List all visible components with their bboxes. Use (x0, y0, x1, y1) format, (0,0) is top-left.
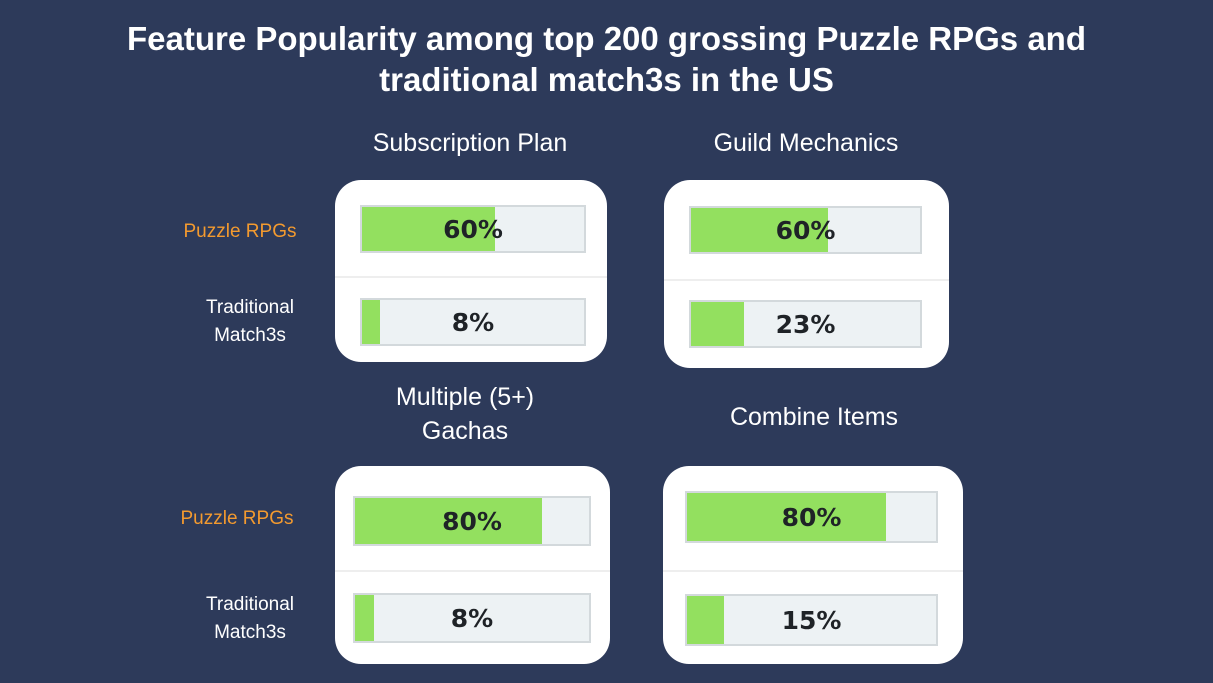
bar-track: 8% (353, 593, 591, 643)
panel-title-subscription-plan: Subscription Plan (372, 129, 568, 157)
panel-title-multiple-gachas: Multiple (5+) Gachas (340, 380, 590, 448)
card-divider (335, 570, 610, 572)
card-divider (335, 276, 607, 278)
bar-track: 15% (685, 594, 938, 646)
row-label-puzzle-rpgs-bottom: Puzzle RPGs (180, 508, 294, 529)
bar-fill-traditional-match3s (687, 596, 725, 644)
bar-fill-traditional-match3s (362, 300, 380, 344)
panel-title-multiple-gachas-line-1: Multiple (5+) (395, 383, 535, 411)
bar-value-label: 15% (781, 605, 842, 635)
bar-fill-puzzle-rpgs (691, 208, 829, 252)
row-label-line-1: Traditional (205, 297, 294, 318)
row-label-traditional-match3s-top: Traditional Match3s (175, 294, 325, 350)
row-label-traditional-match3s-bottom: Traditional Match3s (175, 591, 325, 647)
card-divider (663, 570, 963, 572)
bar-value-label: 8% (451, 307, 495, 337)
bar-value-label: 60% (443, 214, 503, 244)
bar-fill-traditional-match3s (691, 302, 744, 346)
panel-title-combine-items: Combine Items (729, 403, 899, 431)
card-subscription-plan: 60% 8% (335, 180, 607, 362)
row-label-puzzle-rpgs-top: Puzzle RPGs (183, 221, 297, 242)
bar-value-label: 23% (775, 309, 836, 339)
bar-fill-puzzle-rpgs (355, 498, 543, 544)
row-label-line-1: Traditional (205, 594, 294, 615)
bar-value-label: 8% (450, 603, 494, 633)
bar-value-label: 60% (775, 215, 836, 245)
chart-title-line-1: Feature Popularity among top 200 grossin… (126, 20, 1086, 57)
panel-title-guild-mechanics: Guild Mechanics (713, 129, 899, 157)
card-guild-mechanics: 60% 23% (664, 180, 949, 368)
bar-fill-puzzle-rpgs (362, 207, 496, 251)
bar-value-label: 80% (442, 506, 502, 536)
bar-value-label: 80% (781, 502, 842, 532)
chart-title: Feature Popularity among top 200 grossin… (0, 18, 1213, 100)
bar-track: 60% (360, 205, 586, 253)
panel-title-multiple-gachas-line-2: Gachas (421, 417, 509, 445)
chart-title-line-2: traditional match3s in the US (379, 61, 834, 98)
card-combine-items: 80% 15% (663, 466, 963, 664)
row-label-line-2: Match3s (214, 325, 286, 346)
bar-track: 60% (689, 206, 922, 254)
bar-track: 23% (689, 300, 922, 348)
bar-fill-traditional-match3s (355, 595, 374, 641)
card-multiple-gachas: 80% 8% (335, 466, 610, 664)
bar-track: 80% (353, 496, 591, 546)
bar-fill-puzzle-rpgs (687, 493, 887, 541)
bar-track: 80% (685, 491, 938, 543)
bar-track: 8% (360, 298, 586, 346)
card-divider (664, 279, 949, 281)
row-label-line-2: Match3s (214, 622, 286, 643)
